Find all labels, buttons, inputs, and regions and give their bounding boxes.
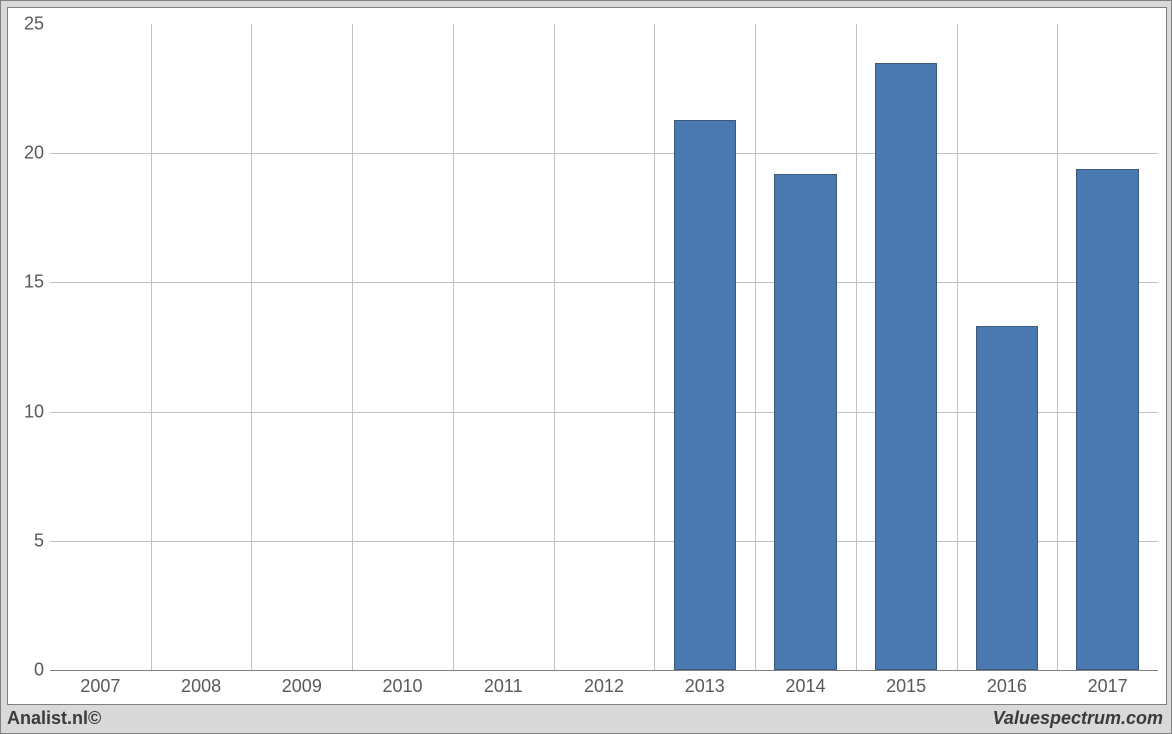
grid-v [856,24,857,670]
bar [774,174,836,670]
y-tick-label: 15 [12,272,44,293]
x-tick-label: 2009 [282,676,322,697]
grid-h [50,282,1158,283]
footer-left: Analist.nl© [7,708,101,729]
grid-v [453,24,454,670]
x-tick-label: 2007 [80,676,120,697]
grid-h [50,153,1158,154]
x-axis-line [50,670,1158,671]
plot-area [50,24,1158,670]
y-tick-label: 10 [12,401,44,422]
y-tick-label: 25 [12,14,44,35]
grid-v [654,24,655,670]
bar [976,326,1038,670]
grid-v [251,24,252,670]
x-tick-label: 2017 [1088,676,1128,697]
grid-v [554,24,555,670]
bar [674,120,736,670]
plot-frame: 0 5 10 15 20 25 2007 2008 2009 2010 2011 2012 2013 20… [7,7,1167,705]
grid-v [352,24,353,670]
bar [1076,169,1138,670]
footer-right: Valuespectrum.com [993,708,1163,729]
x-tick-label: 2010 [383,676,423,697]
x-tick-label: 2013 [685,676,725,697]
grid-v [755,24,756,670]
y-tick-label: 0 [12,660,44,681]
x-tick-label: 2016 [987,676,1027,697]
x-tick-label: 2014 [785,676,825,697]
x-tick-label: 2008 [181,676,221,697]
grid-v [1057,24,1058,670]
chart-outer: 0 5 10 15 20 25 2007 2008 2009 2010 2011 2012 2013 20… [0,0,1172,734]
y-tick-label: 5 [12,530,44,551]
grid-v [957,24,958,670]
x-tick-label: 2011 [484,676,523,697]
bar [875,63,937,670]
y-tick-label: 20 [12,143,44,164]
x-tick-label: 2012 [584,676,624,697]
x-tick-label: 2015 [886,676,926,697]
grid-v [151,24,152,670]
